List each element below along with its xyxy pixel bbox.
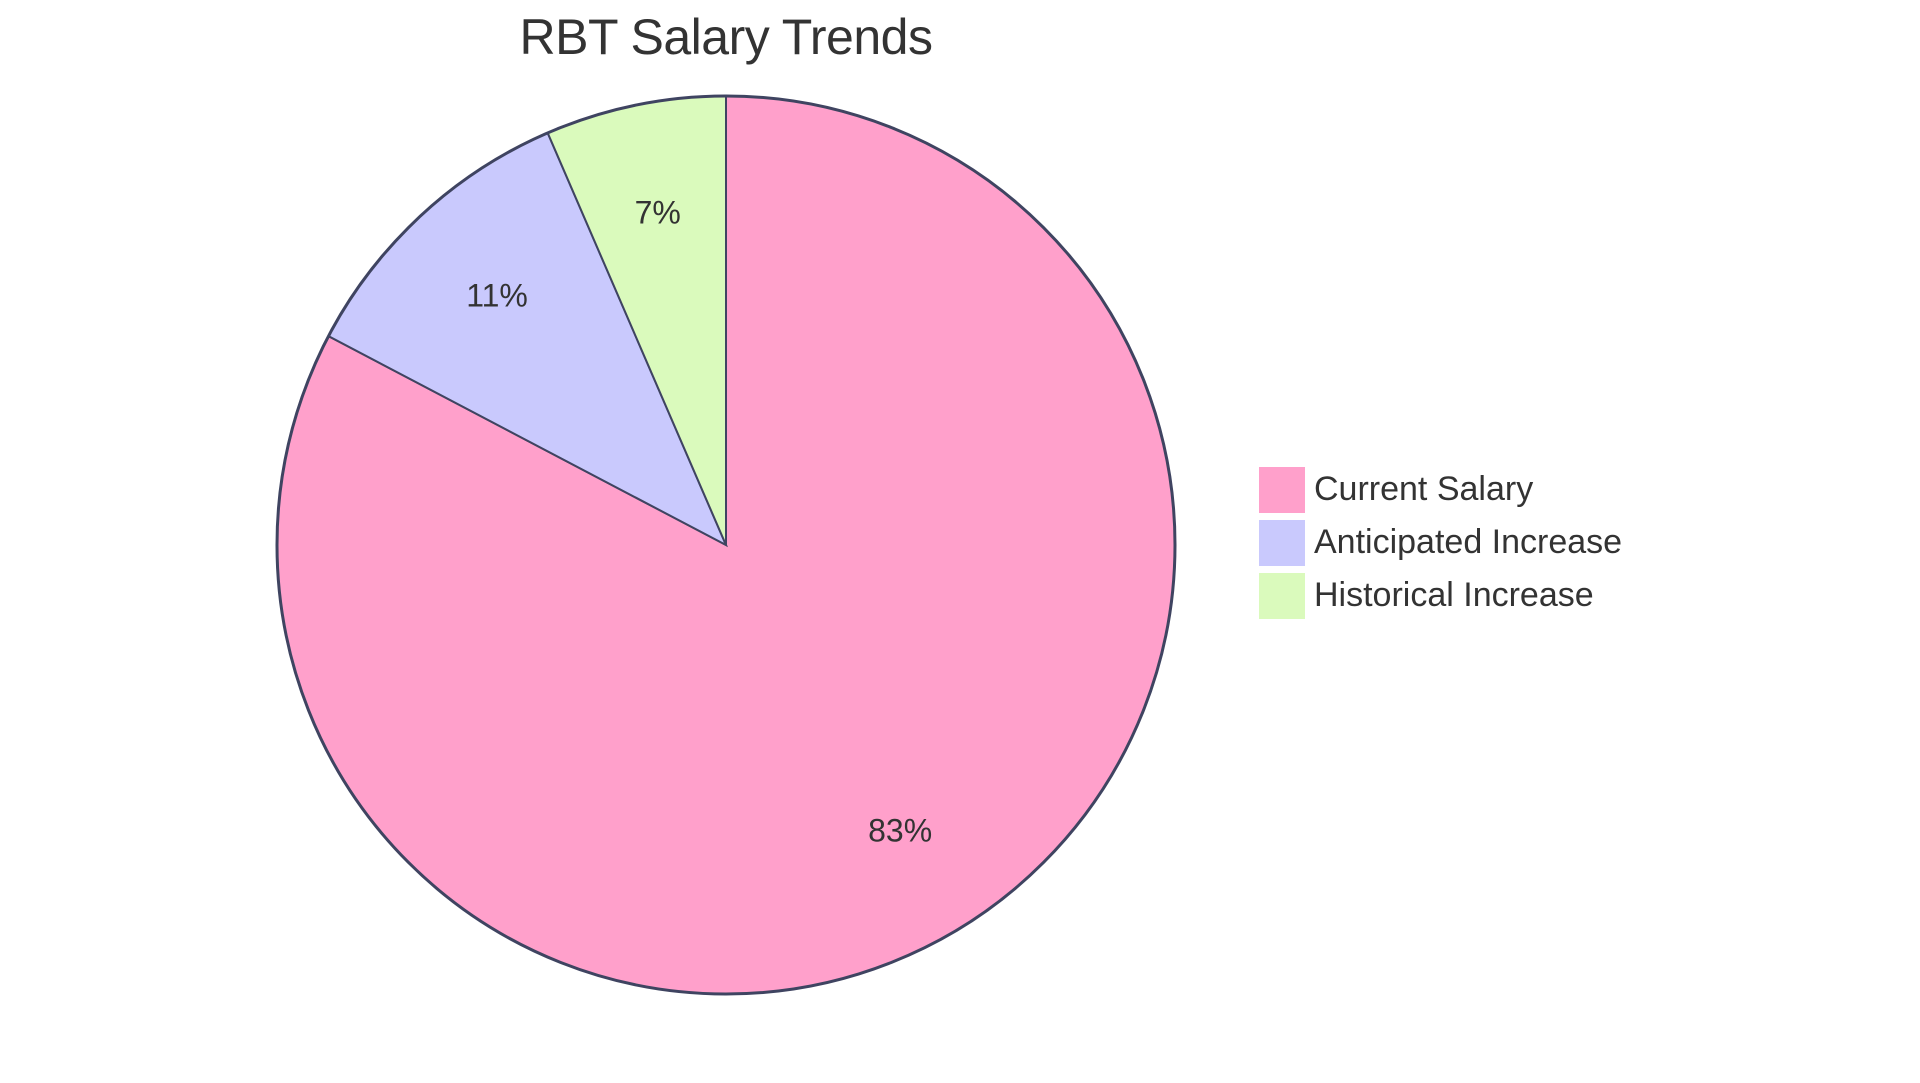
pie-outline [275, 94, 1177, 996]
legend-swatch [1259, 519, 1305, 566]
legend-item-historical-increase: Historical Increase [1259, 569, 1622, 622]
pie-slices [275, 94, 1177, 996]
slice-percent-label: 7% [635, 195, 681, 231]
pie-labels: 83% 11% 7% [466, 195, 932, 849]
legend-label: Historical Increase [1314, 576, 1594, 614]
slice-percent-label: 83% [868, 813, 932, 849]
legend-item-anticipated-increase: Anticipated Increase [1259, 516, 1622, 569]
legend-swatch [1259, 466, 1305, 513]
chart-title: RBT Salary Trends [519, 9, 933, 65]
legend-label: Anticipated Increase [1314, 523, 1623, 561]
legend-label: Current Salary [1314, 470, 1534, 508]
legend: Current Salary Anticipated Increase Hist… [1259, 463, 1622, 622]
slice-percent-label: 11% [466, 278, 528, 314]
legend-item-current-salary: Current Salary [1259, 463, 1622, 516]
legend-swatch [1259, 572, 1305, 619]
